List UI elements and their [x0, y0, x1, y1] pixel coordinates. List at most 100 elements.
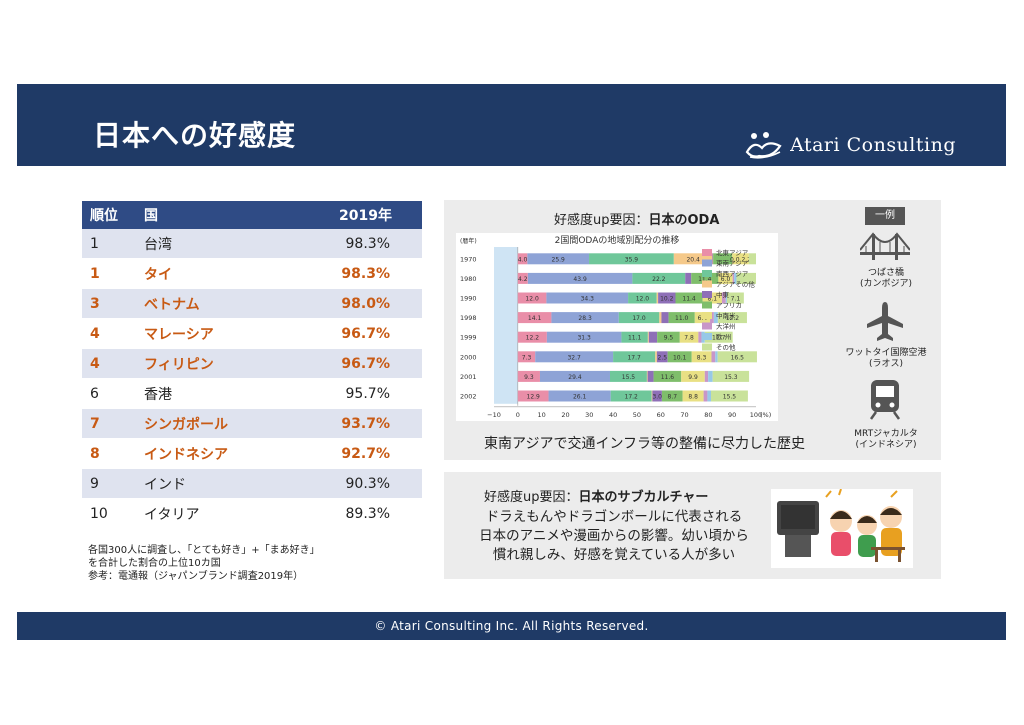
bar-segment [546, 292, 629, 304]
cell-value: 98.0% [285, 288, 422, 319]
bar-segment [647, 331, 649, 343]
legend-entry: アフリカ [716, 302, 742, 310]
bar-segment [717, 351, 757, 363]
segment-data-label: 2.5 [658, 354, 668, 361]
segment-data-label: 11.0 [675, 315, 689, 322]
mrt-country: (インドネシア) [855, 440, 917, 450]
cell-rank: 4 [82, 318, 136, 349]
bar-segment [589, 253, 674, 265]
logo-mark-icon [745, 132, 782, 159]
segment-data-label: 17.7 [627, 354, 641, 361]
legend-swatch [702, 280, 712, 288]
bar-segment [613, 351, 656, 363]
bar-segment [704, 331, 733, 343]
legend-swatch [702, 249, 712, 256]
bar-segment [548, 390, 611, 402]
segment-data-label: 43.9 [573, 276, 587, 283]
table-row: 7 シンガポール 93.7% [82, 408, 422, 439]
bar-segment [691, 272, 719, 284]
cell-value: 93.7% [285, 408, 422, 439]
legend-entry: 欧 州 [716, 332, 731, 341]
cell-rank: 7 [82, 408, 136, 439]
bar-segment [711, 351, 716, 363]
cell-value: 89.3% [285, 498, 422, 529]
bar-segment [703, 390, 708, 402]
cell-country: 台湾 [136, 229, 286, 259]
oda-title-bold: 日本のODA [648, 213, 720, 228]
oda-title-prefix: 好感度up要因： [554, 213, 649, 228]
x-tick-label: 80 [704, 411, 712, 419]
segment-data-label: 11.7 [712, 335, 726, 342]
bar-segment [717, 312, 747, 324]
bar-segment [517, 351, 536, 363]
body-line-3: 慣れ親しみ、好感を覚えている人が多い [492, 547, 736, 563]
airport-name: ワットタイ国際空港 [845, 348, 927, 358]
x-tick-label: 40 [609, 411, 617, 419]
bar-segment [681, 370, 705, 382]
segment-data-label: 8.1 [708, 296, 718, 303]
company-logo: Atari Consulting [744, 130, 956, 160]
cell-value: 90.3% [285, 468, 422, 499]
legend-entry: 大洋州 [716, 322, 736, 331]
bar-segment [685, 272, 692, 284]
bar-segment [691, 351, 712, 363]
segment-data-label: 6.0 [721, 276, 731, 283]
segment-data-label: 4.0 [518, 256, 528, 263]
segment-data-label: 0.0 2.2 [730, 256, 751, 263]
segment-data-label: 20.4 [686, 256, 700, 263]
year-tick-label: 1999 [460, 334, 477, 342]
cell-country: タイ [136, 258, 286, 289]
bar-segment [712, 253, 714, 265]
body-line-2: 日本のアニメや漫画からの影響。幼い頃から [479, 528, 749, 544]
legend-swatch [702, 322, 712, 330]
bar-segment [682, 390, 704, 402]
legend-swatch [702, 270, 712, 277]
segment-data-label: 12.0 [636, 296, 650, 303]
col-header-2019: 2019年 [285, 201, 422, 229]
cell-country: 香港 [136, 378, 286, 409]
legend-swatch [702, 312, 712, 319]
legend-entry: 南西アジア [716, 269, 749, 278]
bar-segment [725, 292, 727, 304]
segment-data-label: 10.1 [673, 354, 687, 361]
segment-data-label: 11.4 [682, 296, 696, 303]
segment-data-label: 9.9 [688, 374, 698, 381]
subculture-title-prefix: 好感度up要因： [484, 490, 579, 505]
cell-rank: 10 [82, 498, 136, 529]
bar-segment [708, 370, 713, 382]
bar-segment [655, 351, 657, 363]
cell-rank: 1 [82, 258, 136, 289]
bar-segment [652, 390, 662, 402]
bar-segment [539, 370, 610, 382]
bar-segment [653, 370, 682, 382]
bar-segment [632, 272, 686, 284]
chart-ylabel: (暦年) [460, 237, 477, 245]
table-row: 6 香港 95.7% [82, 378, 422, 409]
legend-entry: 北東アジア [716, 248, 749, 257]
segment-data-label: 22.2 [652, 276, 666, 283]
legend-entry: その他 [716, 343, 736, 352]
bar-segment [668, 312, 695, 324]
train-icon [869, 380, 901, 420]
kids-watching-tv-illustration [771, 488, 913, 568]
segment-data-label: 9.5 [664, 335, 674, 342]
bar-segment [517, 312, 552, 324]
table-row: 9 インド 90.3% [82, 468, 422, 499]
cell-rank: 8 [82, 438, 136, 469]
segment-data-label: 25.9 [552, 256, 566, 263]
segment-data-label: 12.2 [726, 315, 740, 322]
segment-data-label: 7.1 [731, 296, 741, 303]
bar-segment [628, 292, 657, 304]
oda-chart-svg: 2国間ODAの地域別配分の推移 (暦年) 1970 4.0 25.9 35.9 20.4 0.… [460, 234, 771, 419]
table-row: 1 台湾 98.3% [82, 229, 422, 259]
segment-data-label: 16.5 [731, 354, 745, 361]
bar-segment [658, 292, 676, 304]
legend-swatch [702, 301, 712, 309]
bar-segment [713, 312, 718, 324]
cell-value: 92.7% [285, 438, 422, 469]
col-header-country: 国 [136, 201, 286, 229]
oda-caption: 東南アジアで交通インフラ等の整備に尽力した歴史 [484, 436, 806, 452]
airplane-icon [867, 302, 903, 341]
segment-data-label: 14.1 [528, 315, 542, 322]
bar-segment [647, 370, 654, 382]
